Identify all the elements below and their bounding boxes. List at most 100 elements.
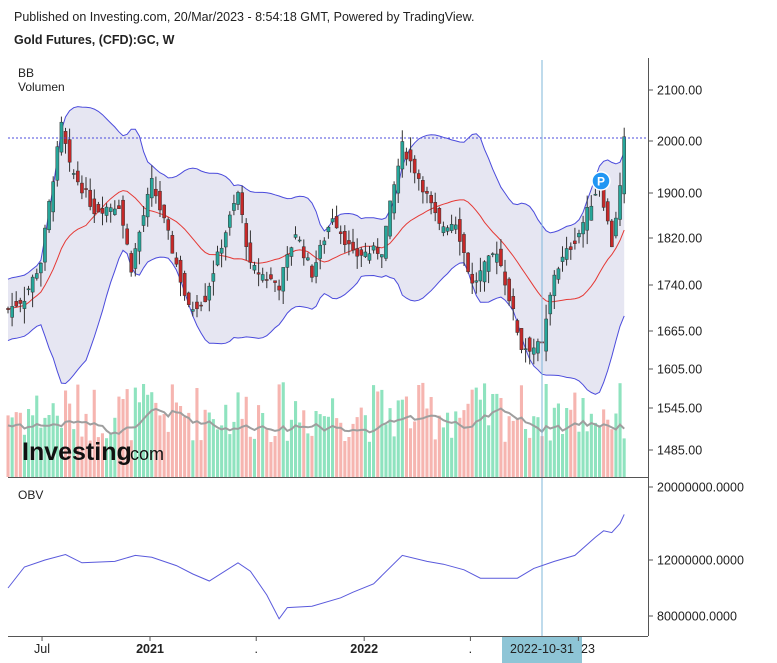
volume-bar: [524, 429, 528, 477]
volume-bar: [51, 403, 55, 477]
candle: [416, 169, 421, 191]
volume-bar: [68, 403, 72, 477]
candle: [445, 225, 450, 236]
candle: [248, 230, 253, 269]
volume-bar: [454, 411, 458, 477]
volume-bar: [121, 399, 125, 477]
p-marker[interactable]: P: [591, 171, 611, 191]
volume-bars: [6, 382, 626, 477]
candle: [490, 252, 495, 258]
candle: [400, 130, 405, 178]
candle: [297, 236, 302, 243]
volume-bar: [450, 437, 454, 477]
volume-bar: [228, 434, 232, 477]
price-tick-label: 2000.00: [657, 135, 702, 149]
candle: [482, 260, 487, 292]
volume-bar: [109, 433, 113, 477]
volume-bar: [96, 437, 100, 477]
time-axis[interactable]: Jul 2021. 2022. 2022-10-31 23: [34, 636, 595, 663]
volume-bar: [199, 440, 203, 477]
candle: [495, 241, 499, 275]
price-tick-label: 1740.00: [657, 279, 702, 293]
bb-upper: [7, 106, 625, 280]
candle: [10, 292, 14, 327]
volume-bar: [421, 382, 425, 477]
candle: [564, 236, 569, 266]
volume-bar: [150, 392, 154, 477]
volume-bar: [507, 416, 511, 477]
volume-bar: [614, 413, 618, 477]
candle: [100, 196, 105, 226]
candle: [51, 176, 55, 222]
candle: [174, 252, 179, 267]
volume-bar: [298, 422, 302, 477]
volume-bar: [244, 396, 248, 477]
obv-axis[interactable]: 20000000.0000 12000000.0000 8000000.0000: [648, 481, 744, 624]
candle: [334, 205, 339, 229]
candle: [22, 286, 27, 324]
candle: [343, 225, 347, 253]
candle: [486, 255, 491, 284]
candle: [618, 172, 622, 226]
candle: [219, 239, 224, 268]
candle: [88, 178, 92, 211]
candle: [363, 242, 368, 258]
volume-bar: [359, 407, 363, 477]
volume-label: Volumen: [18, 80, 65, 94]
volume-bar: [544, 384, 548, 477]
symbol-title[interactable]: Gold Futures, (CFD):GC, W: [14, 33, 175, 47]
candle: [453, 216, 458, 234]
candle: [614, 211, 618, 239]
candle: [408, 137, 413, 173]
candle: [277, 279, 281, 301]
volume-bar: [191, 440, 195, 477]
volume-bar: [491, 394, 495, 477]
candle: [421, 176, 425, 204]
candle: [154, 176, 158, 204]
candle: [113, 200, 117, 216]
candle: [466, 252, 470, 274]
candle: [507, 277, 511, 306]
volume-bar: [80, 436, 84, 477]
candle: [515, 318, 520, 336]
volume-bar: [339, 422, 343, 477]
investing-logo: Investing .com: [22, 438, 164, 466]
volume-bar: [146, 394, 150, 477]
volume-bar: [392, 436, 396, 477]
candle: [80, 175, 84, 200]
candle: [429, 191, 433, 215]
candle: [223, 230, 228, 261]
volume-bar: [622, 438, 626, 477]
volume-bar: [166, 431, 170, 477]
volume-bar: [265, 429, 269, 477]
candle: [141, 206, 146, 232]
volume-bar: [519, 385, 523, 477]
volume-bar: [417, 385, 421, 477]
candle: [55, 141, 60, 187]
candlesticks: [6, 116, 626, 365]
candle: [149, 165, 154, 207]
price-axis[interactable]: 2100.00 2000.00 1900.00 1820.00 1740.00 1665.…: [648, 84, 702, 458]
candle: [285, 246, 290, 281]
candle: [589, 195, 594, 221]
volume-bar: [376, 391, 380, 477]
candle: [133, 243, 138, 277]
candle: [170, 230, 175, 254]
candle: [166, 217, 171, 240]
candle: [478, 257, 483, 292]
candle: [392, 181, 396, 220]
candle: [351, 228, 355, 254]
logo-brand: Investing: [22, 438, 132, 466]
volume-bar: [429, 397, 433, 477]
candle: [129, 250, 134, 277]
bollinger-bands: [7, 106, 625, 395]
candle: [560, 246, 565, 272]
volume-bar: [404, 396, 408, 477]
volume-bar: [618, 383, 622, 477]
candle: [125, 223, 129, 246]
volume-bar: [347, 437, 351, 477]
volume-bar: [125, 389, 129, 477]
volume-bar: [88, 440, 92, 477]
crosshair-date-box: [502, 637, 582, 663]
